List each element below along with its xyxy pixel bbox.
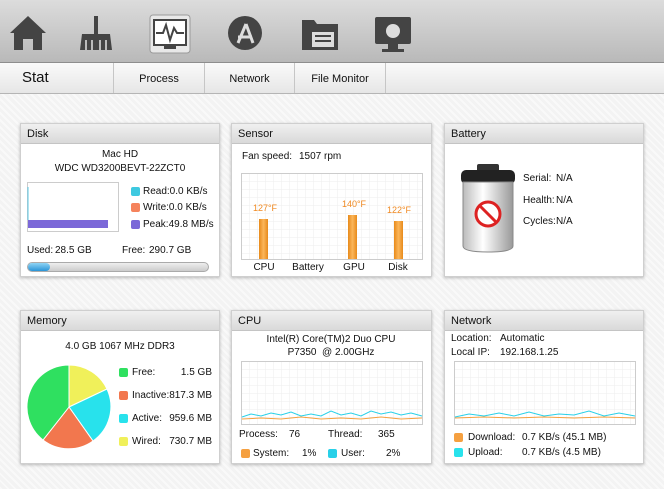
panel-title: Sensor bbox=[232, 124, 431, 144]
free-value: 290.7 GB bbox=[149, 245, 192, 256]
cleaner-icon[interactable] bbox=[80, 16, 112, 50]
info-value: Automatic bbox=[500, 333, 545, 344]
cpu-model: Intel(R) Core(TM)2 Duo CPU bbox=[266, 334, 396, 345]
stat-label: User: bbox=[341, 448, 365, 459]
sensor-name: GPU bbox=[343, 262, 365, 273]
legend-label: Read:0.0 KB/s bbox=[143, 186, 208, 197]
battery-value: N/A bbox=[556, 173, 573, 184]
cpu-graph bbox=[241, 361, 423, 425]
battery-panel: Battery Serial: N/A Health: N/A Cycles: … bbox=[444, 123, 644, 277]
battery-label: Cycles: bbox=[523, 216, 556, 227]
legend-label: Active: bbox=[132, 413, 163, 424]
panel-title: Memory bbox=[21, 311, 219, 331]
legend-value: 730.7 MB bbox=[169, 436, 212, 447]
legend-swatch bbox=[454, 448, 463, 457]
legend-label: Wired: bbox=[132, 436, 161, 447]
legend-value: 0.7 KB/s (45.1 MB) bbox=[522, 432, 607, 443]
toolbar-icons bbox=[10, 14, 411, 54]
memory-spec: 4.0 GB 1067 MHz DDR3 bbox=[65, 341, 175, 352]
disk-name: Mac HD bbox=[101, 149, 139, 160]
sensor-name: Battery bbox=[292, 262, 324, 273]
sensor-name: CPU bbox=[253, 262, 275, 273]
cpu-panel: CPU Intel(R) Core(TM)2 Duo CPU P7350 @ 2… bbox=[231, 310, 432, 464]
app-store-icon[interactable] bbox=[228, 16, 262, 50]
battery-value: N/A bbox=[556, 216, 573, 227]
battery-label: Serial: bbox=[523, 173, 552, 184]
free-label: Free: bbox=[122, 245, 146, 256]
memory-panel: Memory 4.0 GB 1067 MHz DDR3 Free: 1.5 GB… bbox=[20, 310, 220, 464]
toolbar bbox=[0, 0, 664, 63]
network-panel: Network Location: Automatic Local IP: 19… bbox=[444, 310, 644, 464]
cpu-speed: P7350 @ 2.00GHz bbox=[287, 347, 375, 358]
mac-icon[interactable] bbox=[375, 17, 411, 52]
stat-label: Thread: bbox=[328, 429, 363, 440]
stat-label: Process: bbox=[239, 429, 278, 440]
tab[interactable]: Network bbox=[204, 63, 294, 93]
legend-swatch bbox=[119, 368, 128, 377]
info-label: Local IP: bbox=[451, 347, 490, 358]
stat-value: 2% bbox=[386, 448, 401, 459]
panel-title: Battery bbox=[445, 124, 643, 144]
legend-swatch bbox=[241, 449, 250, 458]
activity-icon[interactable] bbox=[149, 14, 191, 54]
sensor-panel: Sensor Fan speed: 1507 rpm 127°F 140°F 1… bbox=[231, 123, 432, 277]
legend-swatch bbox=[131, 220, 140, 229]
battery-icon bbox=[461, 164, 515, 253]
battery-value: N/A bbox=[556, 195, 573, 206]
panel-title: CPU bbox=[232, 311, 431, 331]
tab[interactable]: Process bbox=[113, 63, 204, 93]
legend-swatch bbox=[328, 449, 337, 458]
page-title: Stat bbox=[22, 69, 49, 86]
legend-value: 817.3 MB bbox=[169, 390, 212, 401]
sensor-graph bbox=[241, 173, 423, 260]
stat-value: 1% bbox=[302, 448, 317, 459]
disk-panel: Disk Mac HD WDC WD3200BEVT-22ZCT0 Read:0… bbox=[20, 123, 220, 277]
legend-label: Free: bbox=[132, 367, 156, 378]
network-graph bbox=[454, 361, 636, 425]
tab-bar: Stat Process Network File Monitor bbox=[0, 63, 664, 94]
info-label: Location: bbox=[451, 333, 492, 344]
legend-label: Peak:49.8 MB/s bbox=[143, 219, 214, 230]
info-value: 192.168.1.25 bbox=[500, 347, 559, 358]
legend-label: Download: bbox=[468, 432, 516, 443]
used-value: 28.5 GB bbox=[55, 245, 92, 256]
sensor-name: Disk bbox=[388, 262, 408, 273]
stat-value: 76 bbox=[289, 429, 301, 440]
fan-label: Fan speed: bbox=[242, 151, 293, 162]
stat-label: System: bbox=[253, 448, 290, 459]
tab[interactable]: File Monitor bbox=[294, 63, 386, 93]
legend-swatch bbox=[119, 414, 128, 423]
disk-graph bbox=[27, 182, 119, 232]
sensor-reading: 122°F bbox=[386, 205, 412, 215]
home-icon[interactable] bbox=[10, 16, 46, 50]
panel-title: Network bbox=[445, 311, 643, 331]
usage-fill bbox=[28, 263, 50, 271]
legend-label: Upload: bbox=[468, 447, 503, 458]
panel-title: Disk bbox=[21, 124, 219, 144]
legend-swatch bbox=[131, 203, 140, 212]
usage-bar bbox=[27, 262, 209, 272]
sensor-reading: 140°F bbox=[341, 199, 367, 209]
legend-swatch bbox=[119, 391, 128, 400]
legend-value: 1.5 GB bbox=[180, 367, 212, 378]
legend-label: Write:0.0 KB/s bbox=[143, 202, 207, 213]
stat-value: 365 bbox=[378, 429, 395, 440]
folder-icon[interactable] bbox=[302, 20, 338, 50]
disk-model: WDC WD3200BEVT-22ZCT0 bbox=[54, 163, 186, 174]
sensor-reading: 127°F bbox=[252, 203, 278, 213]
battery-label: Health: bbox=[523, 195, 555, 206]
legend-value: 0.7 KB/s (4.5 MB) bbox=[522, 447, 601, 458]
used-label: Used: bbox=[27, 245, 54, 256]
memory-pie bbox=[26, 364, 112, 450]
legend-label: Inactive: bbox=[132, 390, 170, 401]
legend-swatch bbox=[119, 437, 128, 446]
legend-value: 959.6 MB bbox=[169, 413, 212, 424]
fan-value: 1507 rpm bbox=[299, 151, 342, 162]
legend-swatch bbox=[454, 433, 463, 442]
legend-swatch bbox=[131, 187, 140, 196]
